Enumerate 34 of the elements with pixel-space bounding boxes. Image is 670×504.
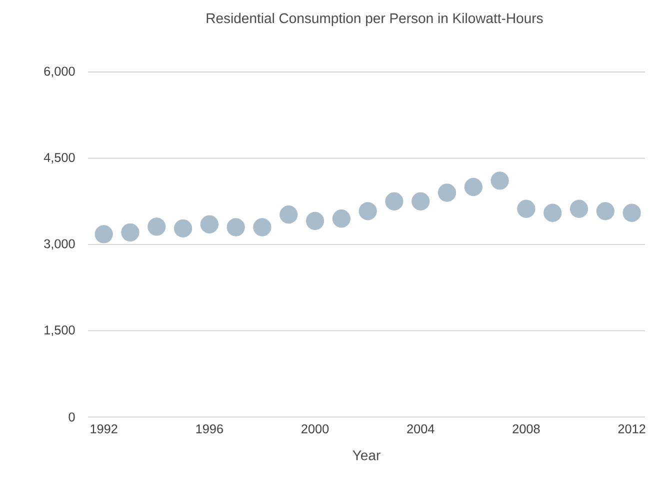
x-tick-label: 2008 [512,424,540,434]
x-tick-label: 2004 [407,424,434,434]
point [438,184,456,202]
y-tick-label: 3,000 [44,239,75,250]
point [174,219,192,238]
point [490,172,509,190]
point [94,225,113,244]
point [517,200,536,218]
point [464,178,482,196]
point [596,202,614,220]
y-tick-label: 4,500 [44,153,75,164]
x-tick-label: 2000 [302,424,329,434]
x-axis-title: Year [352,450,380,460]
y-tick-label: 6,000 [44,66,75,78]
point [385,192,404,210]
point [306,212,324,230]
x-tick-label: 2012 [618,424,646,434]
point [412,192,430,210]
point [226,218,245,236]
point [622,204,641,222]
y-tick-label: 1,500 [44,326,75,336]
point [544,204,562,222]
point [358,202,377,220]
x-tick-label: 1992 [90,424,118,434]
point [148,218,166,236]
y-tick-label: 0 [68,412,75,422]
chart-title: Residential Consumption per Person in Kilowatt-Hours [206,12,543,26]
point [570,200,588,218]
point [253,218,272,236]
x-tick-label: 1996 [196,424,223,434]
point [280,206,298,224]
point [200,215,219,234]
point [121,223,140,242]
point [332,210,350,228]
